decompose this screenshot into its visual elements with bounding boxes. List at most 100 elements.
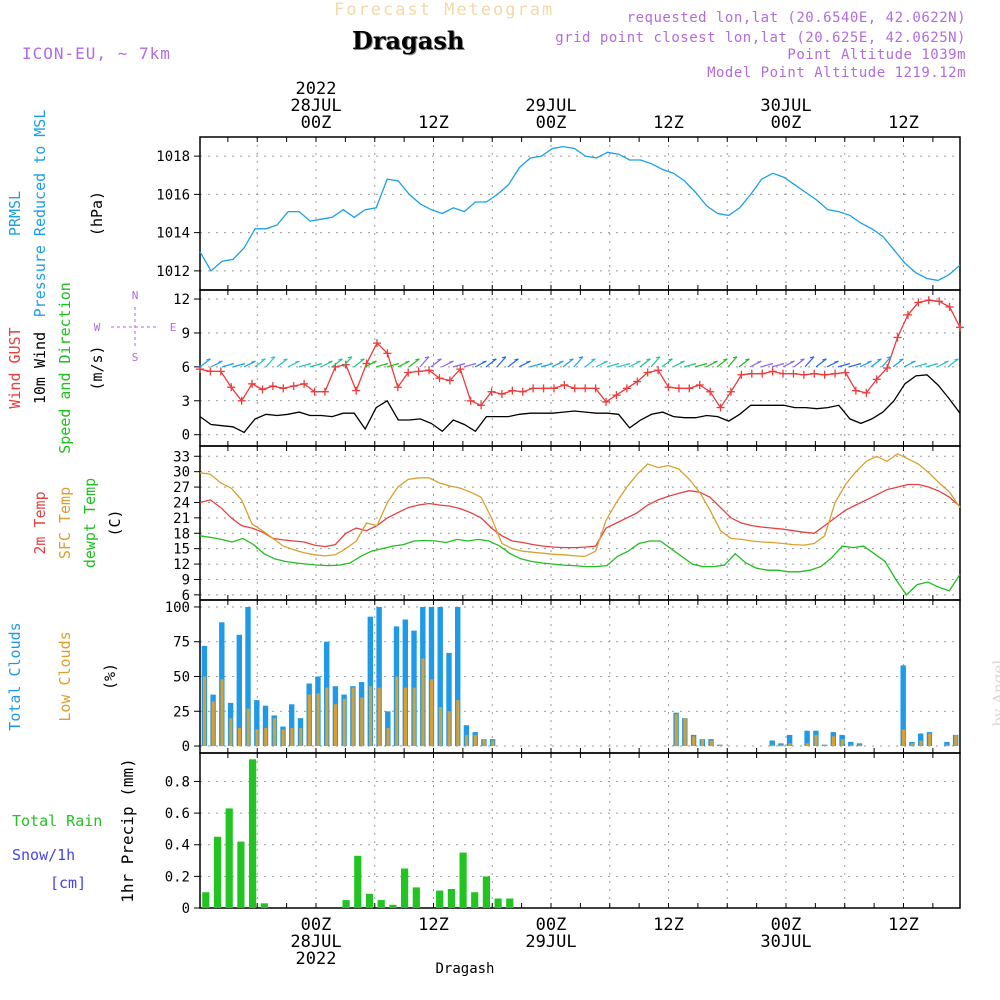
top-axis-label: 12Z xyxy=(418,113,449,133)
bar-low-clouds xyxy=(281,729,285,747)
bar-total-clouds xyxy=(446,652,452,747)
gust-marker xyxy=(404,368,413,377)
bar-low-clouds xyxy=(316,693,320,747)
wind-direction-arrow xyxy=(254,358,266,368)
bar-1hr-precip xyxy=(389,904,397,908)
bar-low-clouds xyxy=(814,734,818,746)
bar-total-clouds xyxy=(918,733,924,746)
panel-pressure: 1012 1014 1016 1018 PRMSL Pressure Reduced to… xyxy=(6,110,961,317)
bar-low-clouds xyxy=(211,701,215,746)
bar-low-clouds xyxy=(229,718,233,746)
wind-direction-arrow xyxy=(661,358,673,368)
gust-marker xyxy=(560,380,569,389)
wind-direction-arrow xyxy=(650,356,661,368)
y-tick-label: 50 xyxy=(173,670,190,686)
chart-subtitle: Forecast Meteogram xyxy=(334,0,555,20)
top-axis-label: 12Z xyxy=(653,113,684,133)
bar-low-clouds xyxy=(954,734,958,746)
bar-low-clouds xyxy=(700,739,704,747)
wind-direction-arrow xyxy=(683,363,697,368)
wind-direction-arrow xyxy=(474,360,487,368)
gust-marker xyxy=(612,391,621,400)
axis-label: (m/s) xyxy=(88,345,106,390)
bar-low-clouds xyxy=(447,711,451,747)
wind-direction-arrow xyxy=(694,363,708,368)
gust-marker xyxy=(477,401,486,410)
wind-direction-arrow xyxy=(628,360,641,368)
point-altitude: Point Altitude 1039m xyxy=(787,47,966,63)
top-axis-label: 30JUL xyxy=(760,96,811,116)
bar-low-clouds xyxy=(360,697,364,747)
y-tick-label: 0.2 xyxy=(165,869,190,885)
bottom-axis-label: 2022 xyxy=(296,949,337,969)
gust-marker xyxy=(643,368,652,377)
y-tick-label: 24 xyxy=(173,495,190,511)
wind-direction-arrow xyxy=(441,360,454,368)
wind-direction-arrow xyxy=(287,360,300,368)
gust-marker xyxy=(414,367,423,376)
gust-marker xyxy=(831,369,840,378)
bar-total-clouds xyxy=(236,634,242,747)
wind-direction-arrow xyxy=(815,358,827,368)
y-tick-label: 18 xyxy=(173,526,190,542)
gust-marker xyxy=(497,390,506,398)
bar-1hr-precip xyxy=(354,855,362,908)
y-tick-label: 1014 xyxy=(156,226,190,242)
bar-low-clouds xyxy=(482,739,486,747)
wind-direction-arrow xyxy=(606,363,620,368)
wind-direction-arrow xyxy=(936,360,949,368)
bar-1hr-precip xyxy=(377,900,385,908)
y-tick-label: 15 xyxy=(173,542,190,558)
gust-marker xyxy=(518,387,527,396)
bar-low-clouds xyxy=(788,743,792,747)
y-tick-label: 9 xyxy=(182,326,190,342)
bar-1hr-precip xyxy=(459,852,467,908)
wind-direction-arrow xyxy=(848,363,862,368)
wind-direction-arrow xyxy=(408,358,420,368)
wind-direction-arrow xyxy=(342,356,353,368)
top-axis-label: 28JUL xyxy=(290,96,341,116)
gust-marker xyxy=(664,383,673,392)
panel-frame xyxy=(199,289,961,447)
bar-1hr-precip xyxy=(202,892,210,908)
top-axis-label: 00Z xyxy=(536,113,567,133)
bar-low-clouds xyxy=(456,700,460,746)
wind-direction-arrow xyxy=(397,360,410,368)
gust-marker xyxy=(310,387,319,396)
bar-low-clouds xyxy=(412,687,416,746)
bar-low-clouds xyxy=(858,744,862,747)
wind-direction-arrow xyxy=(364,360,377,368)
bar-low-clouds xyxy=(307,694,311,747)
chart-title: Dragash xyxy=(352,26,465,55)
bar-total-clouds xyxy=(900,665,906,747)
bar-low-clouds xyxy=(945,744,949,747)
bar-low-clouds xyxy=(351,687,355,746)
gust-marker xyxy=(706,387,715,396)
gust-marker xyxy=(935,297,944,306)
bar-total-clouds xyxy=(402,619,408,747)
gust-marker xyxy=(779,369,788,378)
bar-low-clouds xyxy=(430,679,434,747)
wind-direction-arrow xyxy=(617,363,631,368)
gust-marker xyxy=(747,369,756,378)
series-dewpt-temp xyxy=(199,535,961,596)
bar-low-clouds xyxy=(377,687,381,746)
gust-marker xyxy=(602,397,611,406)
wind-direction-arrow xyxy=(573,356,584,368)
bar-total-clouds xyxy=(856,743,863,747)
gust-marker xyxy=(383,349,392,358)
axis-label: (hPa) xyxy=(88,191,106,236)
wind-direction-arrow xyxy=(386,363,400,368)
wind-direction-arrow xyxy=(892,358,904,368)
wind-direction-arrow xyxy=(551,360,564,368)
wind-direction-arrow xyxy=(793,358,805,368)
gust-marker xyxy=(539,384,548,393)
gust-marker xyxy=(695,380,704,389)
grid-point-coordinates: grid point closest lon,lat (20.625E, 42.… xyxy=(555,30,966,46)
bar-low-clouds xyxy=(395,676,399,746)
bar-total-clouds xyxy=(367,616,373,747)
wind-direction-arrow xyxy=(507,358,519,368)
top-axis-label: 2022 xyxy=(296,79,337,99)
wind-direction-arrow xyxy=(199,358,211,368)
